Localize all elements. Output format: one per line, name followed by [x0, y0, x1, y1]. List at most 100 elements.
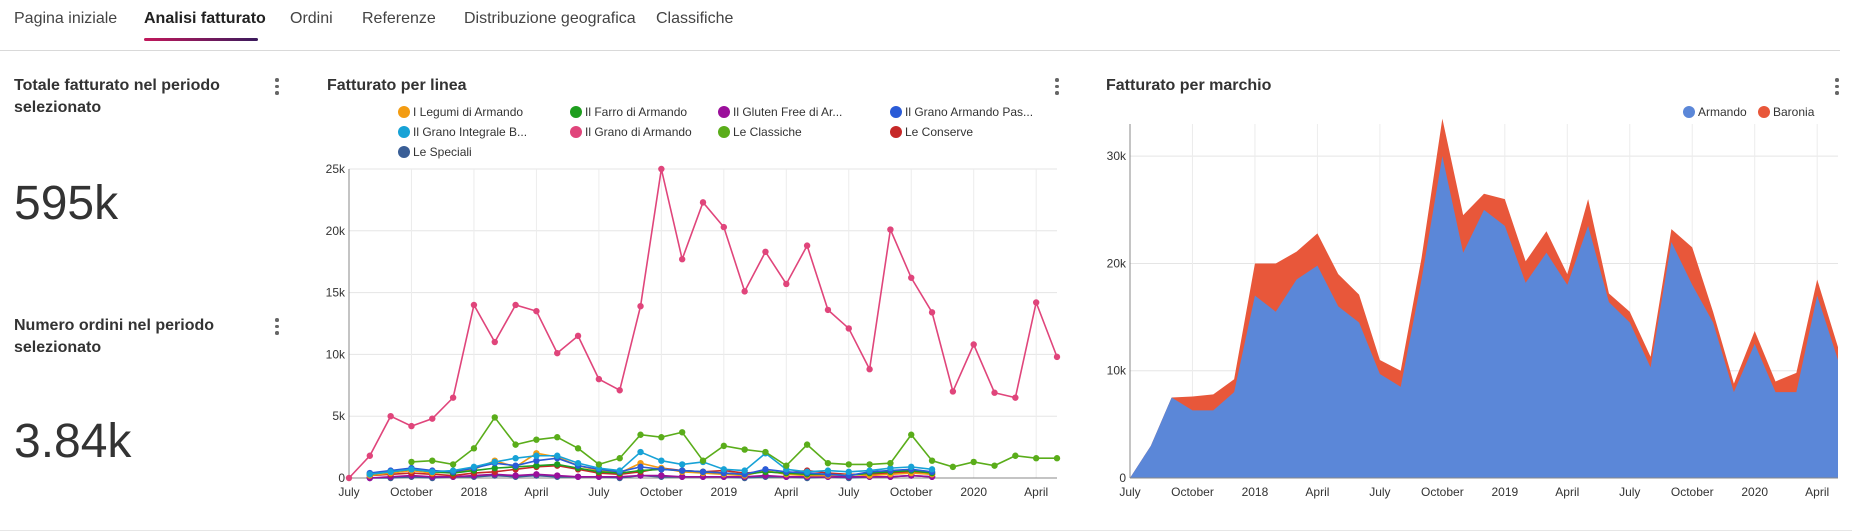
data-point [408, 467, 415, 474]
data-point [783, 469, 790, 477]
legend-item[interactable]: Le Conserve [890, 125, 973, 139]
data-point [595, 469, 603, 477]
data-point [678, 473, 686, 480]
legend-item[interactable]: Armando [1683, 105, 1747, 119]
legend-label: Il Farro di Armando [585, 105, 688, 119]
kpi-ordini-menu-icon[interactable] [272, 318, 282, 336]
data-point [824, 471, 832, 478]
data-point [866, 366, 873, 373]
area-chart-menu-icon[interactable] [1832, 78, 1842, 96]
data-point [762, 450, 769, 457]
data-point [658, 473, 665, 480]
data-point [741, 446, 748, 453]
data-point [803, 474, 811, 482]
data-point [533, 472, 540, 479]
data-point [595, 375, 603, 383]
legend-item[interactable]: Le Speciali [398, 145, 472, 159]
data-point [720, 467, 728, 474]
data-point [824, 473, 832, 480]
data-point [387, 468, 394, 476]
data-point [1012, 452, 1019, 459]
data-point [387, 468, 394, 476]
data-point [678, 429, 686, 436]
data-point [533, 457, 540, 464]
line-series [369, 474, 933, 479]
legend-label: I Legumi di Armando [413, 105, 524, 119]
data-point [658, 464, 665, 472]
data-point [678, 468, 686, 476]
data-point [1053, 455, 1061, 462]
data-point [824, 469, 832, 477]
data-point [449, 467, 457, 474]
data-point [720, 473, 728, 480]
line-series [369, 464, 933, 477]
data-point [845, 468, 852, 476]
x-tick-label: 2020 [1741, 485, 1768, 499]
legend-label: Le Classiche [733, 125, 802, 139]
data-point [408, 466, 415, 473]
legend-item[interactable]: Le Classiche [718, 125, 802, 139]
data-point [658, 472, 665, 479]
y-tick-label: 25k [326, 162, 346, 176]
data-point [595, 466, 603, 473]
tab-referenze[interactable]: Referenze [362, 10, 436, 27]
x-tick-label: 2020 [960, 485, 987, 499]
data-point [554, 462, 561, 469]
data-point [637, 468, 644, 476]
data-point [574, 473, 582, 480]
data-point [449, 468, 457, 476]
tab-analisi-fatturato[interactable]: Analisi fatturato [144, 10, 266, 27]
data-point [658, 457, 665, 464]
kpi-fatturato-menu-icon[interactable] [272, 78, 282, 96]
data-point [554, 473, 561, 480]
data-point [366, 452, 374, 459]
legend-item[interactable]: Il Grano Armando Pas... [890, 105, 1033, 119]
data-point [595, 467, 603, 474]
data-point [533, 307, 540, 315]
tab-classifiche[interactable]: Classifiche [656, 10, 734, 27]
data-point [783, 466, 790, 473]
data-point [803, 441, 811, 448]
data-point [637, 459, 644, 467]
data-point [762, 468, 769, 476]
data-point [554, 349, 561, 357]
tab-pagina-iniziale[interactable]: Pagina iniziale [14, 10, 118, 27]
data-point [762, 448, 769, 456]
legend-swatch [718, 126, 730, 138]
data-point [533, 471, 540, 478]
legend-item[interactable]: Il Grano Integrale B... [398, 125, 527, 139]
tab-ordini[interactable]: Ordini [290, 10, 333, 27]
legend-item[interactable]: I Legumi di Armando [398, 105, 523, 119]
data-point [887, 473, 894, 480]
data-point [491, 459, 498, 467]
data-point [824, 471, 832, 478]
data-point [824, 467, 832, 474]
data-point [803, 468, 811, 476]
legend-item[interactable]: Il Gluten Free di Ar... [718, 105, 842, 119]
y-tick-label: 20k [326, 224, 346, 238]
legend-swatch [890, 106, 902, 118]
line-chart-menu-icon[interactable] [1052, 78, 1062, 96]
data-point [637, 463, 644, 471]
tab-distribuzione-geografica[interactable]: Distribuzione geografica [464, 10, 636, 27]
legend-item[interactable]: Baronia [1758, 105, 1814, 119]
legend-item[interactable]: Il Grano di Armando [570, 125, 692, 139]
data-point [783, 473, 790, 480]
data-point [887, 464, 894, 472]
data-point [866, 469, 873, 477]
data-point [866, 461, 873, 468]
legend-item[interactable]: Il Farro di Armando [570, 105, 687, 119]
data-point [803, 242, 811, 249]
data-point [762, 467, 769, 474]
data-point [408, 422, 415, 430]
x-tick-label: October [1671, 485, 1714, 499]
data-point [387, 471, 394, 478]
data-point [803, 467, 811, 474]
x-tick-label: April [1555, 485, 1579, 499]
data-point [449, 469, 457, 477]
area-series-armando [1130, 156, 1838, 478]
data-point [741, 471, 748, 478]
data-point [741, 288, 748, 295]
data-point [928, 309, 936, 316]
data-point [408, 466, 415, 473]
